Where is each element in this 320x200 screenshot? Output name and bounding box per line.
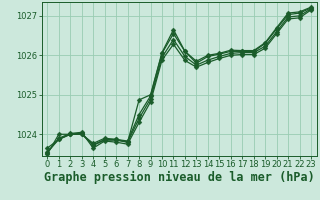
X-axis label: Graphe pression niveau de la mer (hPa): Graphe pression niveau de la mer (hPa) [44,171,315,184]
